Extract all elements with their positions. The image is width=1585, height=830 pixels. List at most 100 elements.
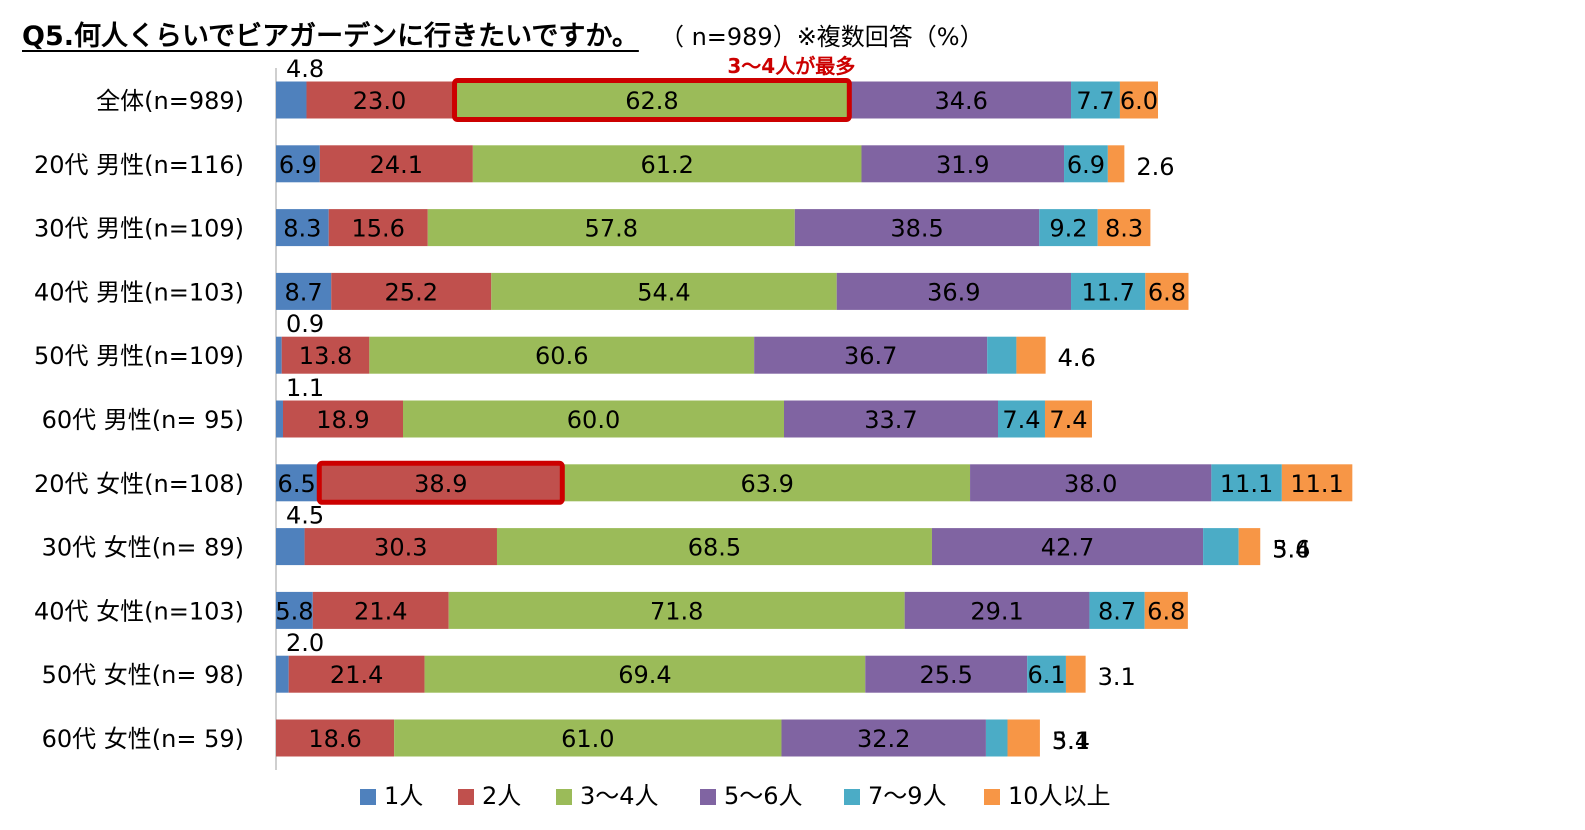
bar-segment (276, 464, 318, 502)
data-label: 38.0 (1064, 470, 1117, 498)
bar-segment (970, 464, 1212, 502)
data-label: 5.1 (1052, 727, 1090, 755)
data-label: 42.7 (1041, 534, 1094, 562)
bar-segment (997, 400, 1045, 438)
data-label: 6.0 (1120, 87, 1158, 115)
bar-segment (1027, 655, 1066, 693)
data-label: 60.0 (567, 406, 620, 434)
bar-segment (496, 528, 932, 566)
data-label: 34.6 (934, 87, 987, 115)
bar-segment (312, 591, 449, 629)
data-label: 61.2 (640, 151, 693, 179)
bar-segment (985, 719, 1008, 757)
data-label: 62.8 (625, 87, 678, 115)
data-label: 11.1 (1220, 470, 1273, 498)
data-label: 18.6 (308, 725, 361, 753)
data-label: 2.0 (286, 629, 324, 657)
bar-segment (276, 719, 395, 757)
data-label: 25.5 (920, 661, 973, 689)
data-label: 1.1 (286, 374, 324, 402)
data-label: 30.3 (374, 534, 427, 562)
bar-segment (1065, 655, 1086, 693)
data-label: 57.8 (585, 215, 638, 243)
category-label: 50代 男性(n=109) (34, 342, 244, 370)
category-label: 60代 男性(n= 95) (42, 406, 244, 434)
category-label: 50代 女性(n= 98) (42, 661, 244, 689)
bar-segment (1097, 209, 1151, 247)
bar-segment (424, 655, 866, 693)
data-label: 11.1 (1290, 470, 1343, 498)
data-label: 11.7 (1081, 278, 1134, 306)
bar-segment (861, 145, 1065, 183)
chart-title: Q5.何人くらいでビアガーデンに行きたいですか。 (22, 21, 639, 52)
data-label: 8.3 (1105, 215, 1143, 243)
data-label: 7.4 (1049, 406, 1087, 434)
category-label: 40代 女性(n=103) (34, 597, 244, 625)
data-label: 7.4 (1002, 406, 1040, 434)
legend-label: 7～9人 (868, 782, 947, 810)
bar-segment (276, 655, 289, 693)
legend-label: 2人 (482, 782, 521, 810)
data-label: 33.7 (864, 406, 917, 434)
bar-segment (1211, 464, 1282, 502)
bar-segment (1071, 81, 1120, 119)
bar-segment (282, 400, 403, 438)
data-label: 32.2 (857, 725, 910, 753)
bar-segment (1064, 145, 1108, 183)
data-label: 71.8 (650, 597, 703, 625)
data-label: 13.8 (299, 342, 352, 370)
bar-segment (331, 272, 492, 310)
bar-rows: 全体(n=989) 23.0 62.8 34.6 7.7 6.0 4.8 20代 男性(n=1… (34, 55, 1353, 757)
legend-label: 5～6人 (724, 782, 803, 810)
bar-segment (427, 209, 795, 247)
bar-segment (904, 591, 1090, 629)
legend-label: 10人以上 (1008, 782, 1111, 810)
bar-segment (1044, 400, 1092, 438)
data-label: 25.2 (385, 278, 438, 306)
data-label: 3.4 (1272, 536, 1310, 564)
bar-segment (304, 528, 497, 566)
highlight-box (452, 78, 852, 122)
data-label: 61.0 (561, 725, 614, 753)
data-label: 31.9 (936, 151, 989, 179)
data-label: 0.9 (286, 310, 324, 338)
data-label: 4.6 (1058, 344, 1096, 372)
annotations: 3～4人が最多 (316, 54, 855, 505)
data-label: 54.4 (637, 278, 690, 306)
legend-label: 1人 (384, 782, 423, 810)
data-label: 6.5 (278, 470, 316, 498)
bar-segment (1007, 719, 1040, 757)
bar-segment (781, 719, 986, 757)
chart-subtitle: （ n=989）※複数回答（%） (659, 23, 984, 51)
data-label: 3.1 (1098, 663, 1136, 691)
data-label: 23.0 (353, 87, 406, 115)
data-label: 4.5 (286, 502, 324, 530)
bar-segment (931, 528, 1204, 566)
bar-segment (276, 336, 282, 374)
bar-segment (276, 209, 329, 247)
category-label: 30代 女性(n= 89) (42, 534, 244, 562)
highlight-box (316, 460, 565, 505)
legend-label: 3～4人 (580, 782, 659, 810)
legend-swatch (556, 789, 572, 805)
legend-swatch (458, 789, 474, 805)
bar-segment (448, 591, 905, 629)
data-label: 36.9 (927, 278, 980, 306)
category-label: 20代 男性(n=116) (34, 151, 244, 179)
bar-segment (987, 336, 1017, 374)
bar-segment (394, 719, 782, 757)
bar-segment (836, 272, 1072, 310)
category-label: 60代 女性(n= 59) (42, 725, 244, 753)
category-label: 20代 女性(n=108) (34, 470, 244, 498)
bar-segment (1144, 591, 1188, 629)
data-label: 6.9 (1067, 151, 1105, 179)
data-label: 6.1 (1027, 661, 1065, 689)
data-label: 6.8 (1147, 597, 1185, 625)
bar-segment (369, 336, 755, 374)
legend: 1人 2人 3～4人 5～6人 7～9人 10人以上 (360, 782, 1111, 810)
data-label: 68.5 (688, 534, 741, 562)
bar-segment (319, 145, 473, 183)
legend-swatch (700, 789, 716, 805)
legend-swatch (360, 789, 376, 805)
